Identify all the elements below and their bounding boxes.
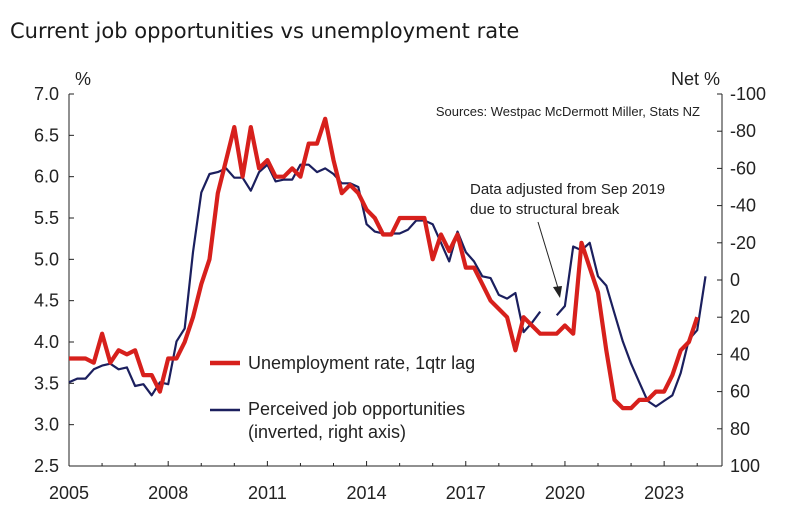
- right-tick-label: 0: [730, 270, 740, 290]
- right-tick-label: -100: [730, 84, 766, 104]
- legend-label-opportunities: Perceived job opportunities: [248, 399, 465, 419]
- x-tick-label: 2005: [49, 483, 89, 503]
- x-tick-label: 2011: [248, 483, 287, 503]
- x-tick-label: 2020: [545, 483, 585, 503]
- right-tick-label: -80: [730, 121, 756, 141]
- annotation-arrow: [537, 221, 559, 289]
- left-axis-label: %: [75, 69, 91, 89]
- source-note: Sources: Westpac McDermott Miller, Stats…: [436, 104, 700, 119]
- left-tick-label: 6.5: [34, 125, 59, 145]
- left-tick-label: 2.5: [34, 456, 59, 476]
- right-tick-label: -60: [730, 158, 756, 178]
- annotation-arrowhead: [553, 286, 562, 298]
- right-tick-label: -40: [730, 196, 756, 216]
- series-line-unemployment: [69, 116, 700, 411]
- left-tick-label: 4.5: [34, 291, 59, 311]
- right-tick-label: 80: [730, 419, 750, 439]
- right-tick-label: 100: [730, 456, 760, 476]
- left-tick-label: 3.0: [34, 415, 59, 435]
- annotation-line-2: due to structural break: [470, 201, 620, 218]
- x-tick-label: 2023: [644, 483, 684, 503]
- axes: 7.0 6.5 6.0 5.5 5.0 4.5 4.0 3.5 3.0 2.5 -100 -80 -60…: [34, 84, 766, 503]
- left-tick-label: 7.0: [34, 84, 59, 104]
- left-tick-label: 4.0: [34, 332, 59, 352]
- series-lines: [68, 116, 707, 411]
- right-tick-label: 20: [730, 307, 750, 327]
- left-tick-label: 5.0: [34, 249, 59, 269]
- x-tick-label: 2008: [148, 483, 188, 503]
- x-tick-label: 2017: [446, 483, 486, 503]
- right-axis-label: Net %: [671, 69, 720, 89]
- chart-title: Current job opportunities vs unemploymen…: [10, 19, 519, 43]
- right-tick-label: 40: [730, 344, 750, 364]
- legend-label-opportunities-line2: (inverted, right axis): [248, 422, 406, 442]
- annotation-line-1: Data adjusted from Sep 2019: [470, 181, 665, 198]
- legend-label-unemployment: Unemployment rate, 1qtr lag: [248, 353, 475, 373]
- x-tick-label: 2014: [347, 483, 387, 503]
- right-tick-label: -20: [730, 233, 756, 253]
- left-tick-label: 3.5: [34, 373, 59, 393]
- left-tick-label: 5.5: [34, 208, 59, 228]
- left-tick-label: 6.0: [34, 167, 59, 187]
- right-tick-label: 60: [730, 382, 750, 402]
